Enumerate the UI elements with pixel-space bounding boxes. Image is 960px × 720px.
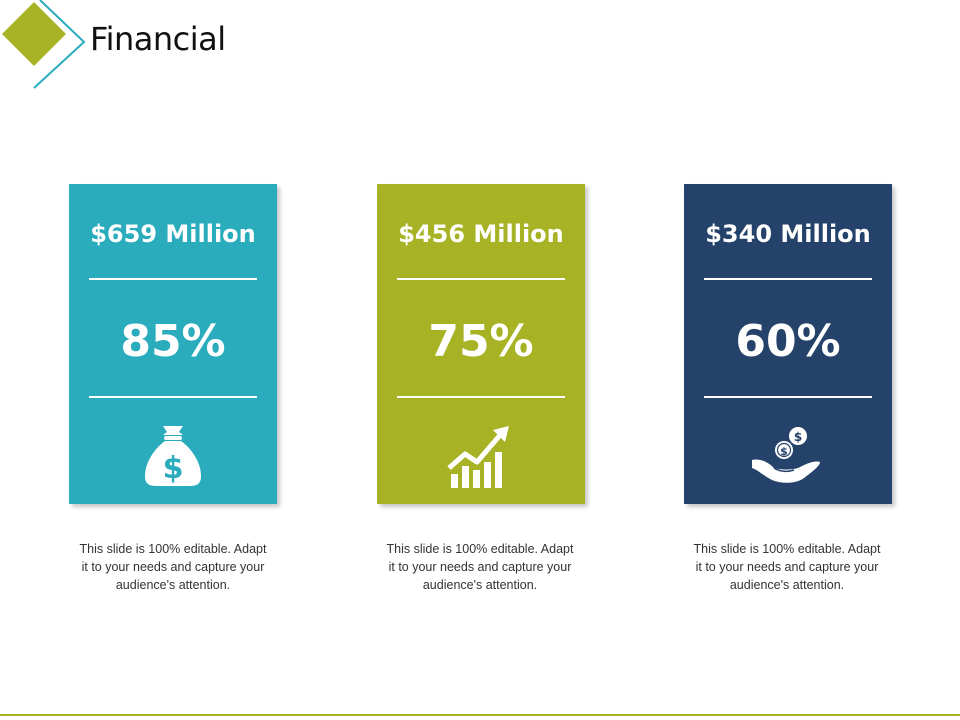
card-amount: $456 Million — [398, 220, 564, 248]
divider — [704, 278, 872, 280]
card-description: This slide is 100% editable. Adapt it to… — [693, 542, 881, 592]
svg-text:$: $ — [794, 430, 802, 444]
money-bag-icon: $ — [145, 426, 201, 486]
financial-card-1: $659 Million 85% $ — [69, 184, 277, 504]
divider — [89, 278, 257, 280]
svg-text:$: $ — [163, 451, 184, 486]
card-percent: 85% — [120, 316, 226, 367]
financial-card-3: $340 Million 60% $ $ — [684, 184, 892, 504]
card-percent: 60% — [735, 316, 841, 367]
divider — [89, 396, 257, 398]
divider — [397, 278, 565, 280]
card-description: This slide is 100% editable. Adapt it to… — [386, 542, 574, 592]
financial-card-2: $456 Million 75% — [377, 184, 585, 504]
card-amount: $659 Million — [90, 220, 256, 248]
page-title: Financial — [90, 20, 226, 58]
divider — [704, 396, 872, 398]
bottom-accent-line — [0, 714, 960, 716]
logo-diamond-icon — [2, 0, 86, 89]
hand-coins-icon: $ $ — [752, 427, 820, 483]
growth-chart-icon — [447, 426, 509, 488]
card-amount: $340 Million — [705, 220, 871, 248]
divider — [397, 396, 565, 398]
card-description: This slide is 100% editable. Adapt it to… — [79, 542, 267, 592]
card-percent: 75% — [428, 316, 534, 367]
svg-text:$: $ — [780, 445, 788, 458]
